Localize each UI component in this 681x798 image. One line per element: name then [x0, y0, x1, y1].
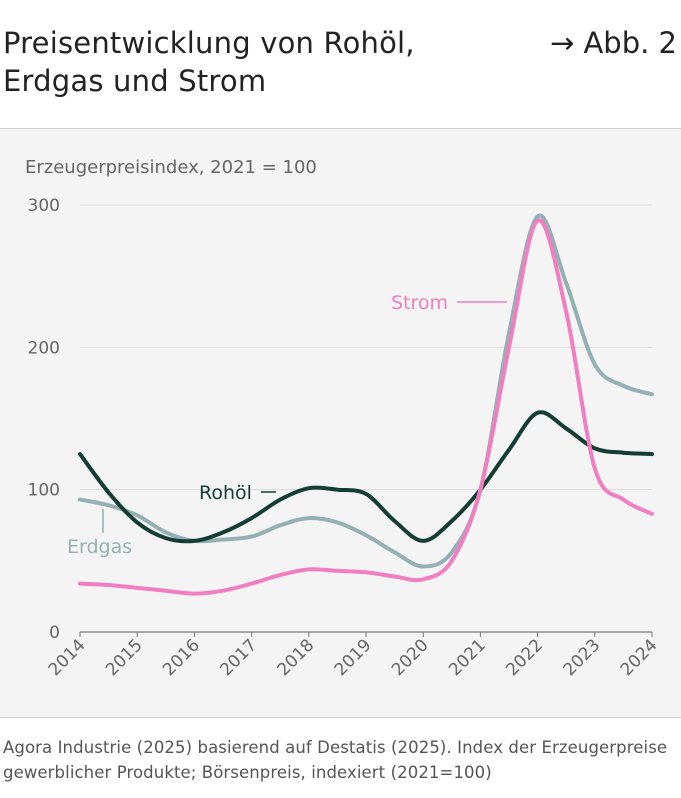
series-line-erdgas — [78, 213, 654, 569]
grid-lines — [80, 204, 652, 633]
label-leaders — [102, 301, 507, 533]
series-lines — [78, 213, 654, 596]
x-tick-labels: 2014 2015 2016 2017 2018 2019 2020 2021 2022 2023… — [45, 632, 662, 680]
y-tick-0: 0 — [49, 623, 60, 643]
x-tick-2017: 2017 — [216, 635, 261, 680]
x-tick-2021: 2021 — [445, 635, 490, 680]
source-note: Agora Industrie (2025) basierend auf Des… — [3, 738, 668, 782]
x-tick-2023: 2023 — [560, 635, 605, 680]
y-tick-100: 100 — [28, 481, 60, 501]
y-tick-200: 200 — [28, 338, 60, 358]
x-tick-2024: 2024 — [617, 635, 662, 680]
series-label-rohoel: Rohöl — [199, 482, 252, 504]
x-tick-2018: 2018 — [274, 635, 319, 680]
x-tick-2015: 2015 — [102, 635, 147, 680]
figure-header: Preisentwicklung von Rohöl, Erdgas und S… — [0, 0, 681, 128]
series-line-strom — [78, 218, 654, 596]
series-line-rohoel — [78, 410, 654, 544]
figure-reference: → Abb. 2 — [549, 26, 677, 60]
x-tick-2020: 2020 — [388, 635, 433, 680]
y-axis-label: Erzeugerpreisindex, 2021 = 100 — [25, 157, 317, 178]
series-label-erdgas: Erdgas — [67, 536, 132, 558]
chart-panel: Erzeugerpreisindex, 2021 = 100 0 100 200 30… — [0, 128, 681, 718]
x-tick-2019: 2019 — [331, 635, 376, 680]
y-tick-300: 300 — [28, 196, 60, 216]
series-label-strom: Strom — [391, 292, 448, 314]
x-tick-2022: 2022 — [502, 635, 547, 680]
x-tick-2016: 2016 — [159, 635, 204, 680]
y-tick-labels: 0 100 200 300 — [28, 196, 60, 643]
figure-title: Preisentwicklung von Rohöl, Erdgas und S… — [3, 26, 415, 98]
line-chart: Erzeugerpreisindex, 2021 = 100 0 100 200 30… — [25, 157, 662, 680]
